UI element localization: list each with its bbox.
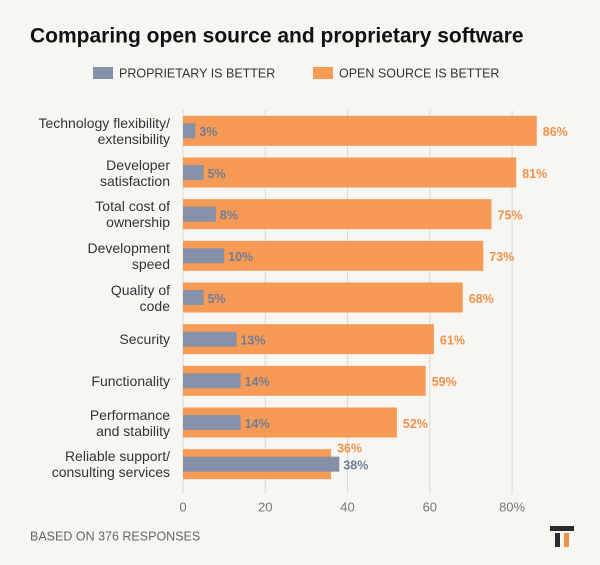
bar-proprietary bbox=[183, 123, 196, 139]
bar-proprietary bbox=[183, 331, 237, 347]
value-label: 68% bbox=[469, 292, 494, 306]
x-tick-label: 40 bbox=[340, 499, 354, 514]
value-label: 10% bbox=[228, 250, 253, 264]
chart-title: Comparing open source and proprietary so… bbox=[30, 25, 524, 48]
category-label: Total cost of ownership bbox=[95, 198, 170, 231]
x-tick-label: 80% bbox=[499, 499, 525, 514]
value-label: 81% bbox=[522, 167, 547, 181]
value-label: 61% bbox=[440, 333, 465, 347]
legend-swatch bbox=[93, 67, 113, 79]
bar-proprietary bbox=[183, 290, 204, 305]
category-label: Security bbox=[119, 331, 170, 348]
category-label: Functionality bbox=[91, 372, 170, 389]
x-tick-label: 60 bbox=[423, 499, 437, 514]
value-label: 36% bbox=[337, 441, 362, 455]
value-label: 13% bbox=[240, 333, 265, 347]
value-label: 14% bbox=[245, 417, 270, 431]
value-label: 5% bbox=[208, 292, 226, 306]
bar-proprietary bbox=[183, 456, 340, 472]
legend-label: OPEN SOURCE IS BETTER bbox=[339, 66, 499, 80]
category-label: Technology flexibility/ extensibility bbox=[38, 114, 170, 147]
bar-proprietary bbox=[183, 165, 204, 180]
legend-label: PROPRIETARY IS BETTER bbox=[119, 66, 275, 80]
bar-proprietary bbox=[183, 415, 241, 430]
category-label: Development speed bbox=[87, 239, 171, 272]
bar-proprietary bbox=[183, 206, 216, 222]
value-label: 52% bbox=[403, 417, 428, 431]
category-label: Performance and stability bbox=[89, 406, 170, 439]
bar-open-source bbox=[183, 115, 537, 146]
bar-proprietary bbox=[183, 373, 241, 389]
bar-open-source bbox=[183, 157, 517, 188]
x-tick-label: 0 bbox=[179, 499, 186, 514]
bar-open-source bbox=[183, 240, 484, 271]
value-label: 5% bbox=[208, 167, 226, 181]
value-label: 38% bbox=[343, 458, 368, 472]
value-label: 59% bbox=[432, 375, 457, 389]
value-label: 86% bbox=[543, 125, 568, 139]
category-label: Reliable support/ consulting services bbox=[51, 448, 170, 481]
value-label: 8% bbox=[220, 208, 238, 222]
value-label: 14% bbox=[245, 375, 270, 389]
logo bbox=[550, 526, 574, 547]
bar-open-source bbox=[183, 282, 463, 313]
value-label: 75% bbox=[498, 208, 523, 222]
bar-proprietary bbox=[183, 248, 225, 264]
bar-open-source bbox=[183, 199, 492, 230]
x-tick-label: 20 bbox=[258, 499, 272, 514]
category-label: Quality of code bbox=[110, 281, 170, 314]
value-label: 73% bbox=[489, 250, 514, 264]
footnote: BASED ON 376 RESPONSES bbox=[30, 529, 200, 543]
category-label: Developer satisfaction bbox=[99, 156, 170, 189]
legend-swatch bbox=[313, 67, 333, 79]
value-label: 3% bbox=[199, 125, 217, 139]
